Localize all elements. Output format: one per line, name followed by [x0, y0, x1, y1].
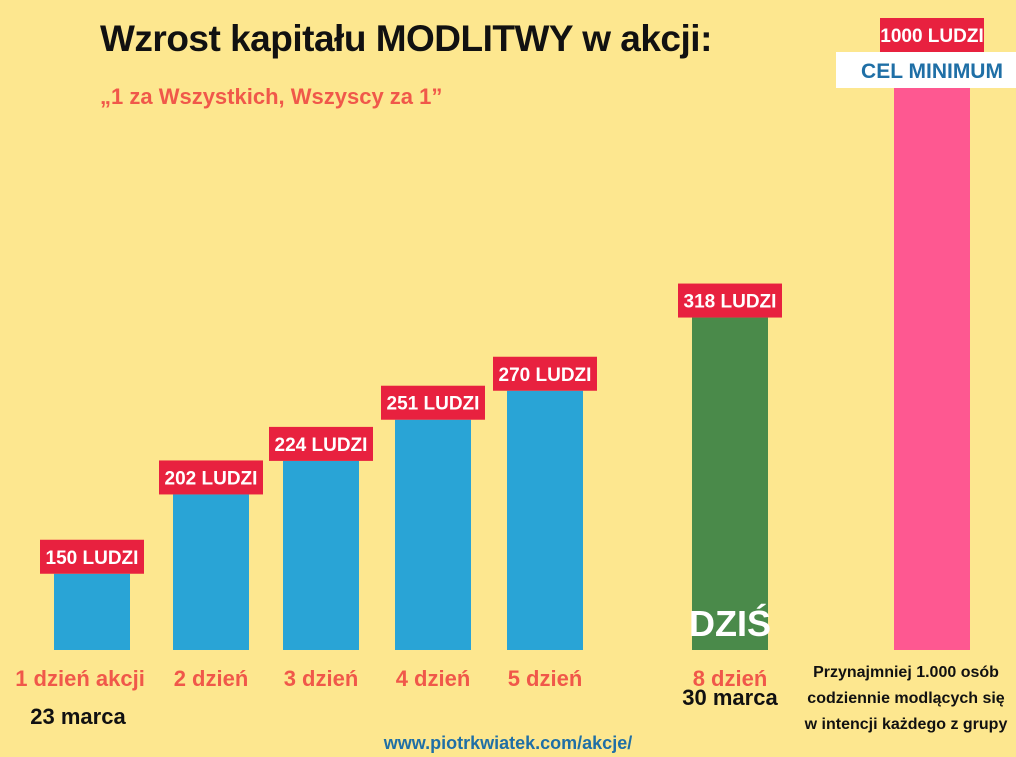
date-label: 23 marca — [30, 704, 126, 729]
category-label: 8 dzień — [693, 666, 768, 691]
value-label: 202 LUDZI — [165, 468, 258, 489]
value-label-box — [678, 283, 782, 318]
value-label-box — [269, 426, 373, 461]
goal-note-line: codziennie modlących się — [807, 690, 1005, 707]
value-label-box — [40, 539, 144, 574]
date-label: 30 marca — [682, 685, 778, 710]
value-label: 1000 LUDZI — [880, 26, 983, 47]
chart-subtitle: „1 za Wszystkich, Wszyscy za 1” — [100, 84, 443, 109]
bar — [507, 390, 583, 650]
category-label: 2 dzień — [174, 666, 249, 691]
goal-label-box — [836, 52, 1016, 88]
chart-title: Wzrost kapitału MODLITWY w akcji: — [100, 18, 712, 59]
category-label: 1 dzień akcji — [15, 666, 145, 691]
category-label: 5 dzień — [508, 666, 583, 691]
category-label: 3 dzień — [284, 666, 359, 691]
value-label-box — [493, 356, 597, 391]
footer-url[interactable]: www.piotrkwiatek.com/akcje/ — [383, 733, 633, 753]
category-label: 4 dzień — [396, 666, 471, 691]
value-label-box — [159, 460, 263, 495]
bar — [395, 419, 471, 650]
bar — [173, 494, 249, 650]
value-label: 150 LUDZI — [46, 548, 139, 569]
goal-note-line: Przynajmniej 1.000 osób — [813, 664, 999, 681]
value-label: 251 LUDZI — [387, 394, 480, 415]
bar — [283, 460, 359, 650]
goal-label: CEL MINIMUM — [861, 60, 1003, 83]
bar — [54, 573, 130, 650]
bar — [692, 317, 768, 650]
bar — [894, 72, 970, 650]
value-label: 270 LUDZI — [499, 365, 592, 386]
value-label-box — [880, 18, 984, 52]
goal-note-line: w intencji każdego z grupy — [804, 716, 1008, 733]
value-label: 318 LUDZI — [684, 292, 777, 313]
today-label: DZIŚ — [689, 602, 771, 644]
value-label: 224 LUDZI — [275, 435, 368, 456]
value-label-box — [381, 385, 485, 420]
